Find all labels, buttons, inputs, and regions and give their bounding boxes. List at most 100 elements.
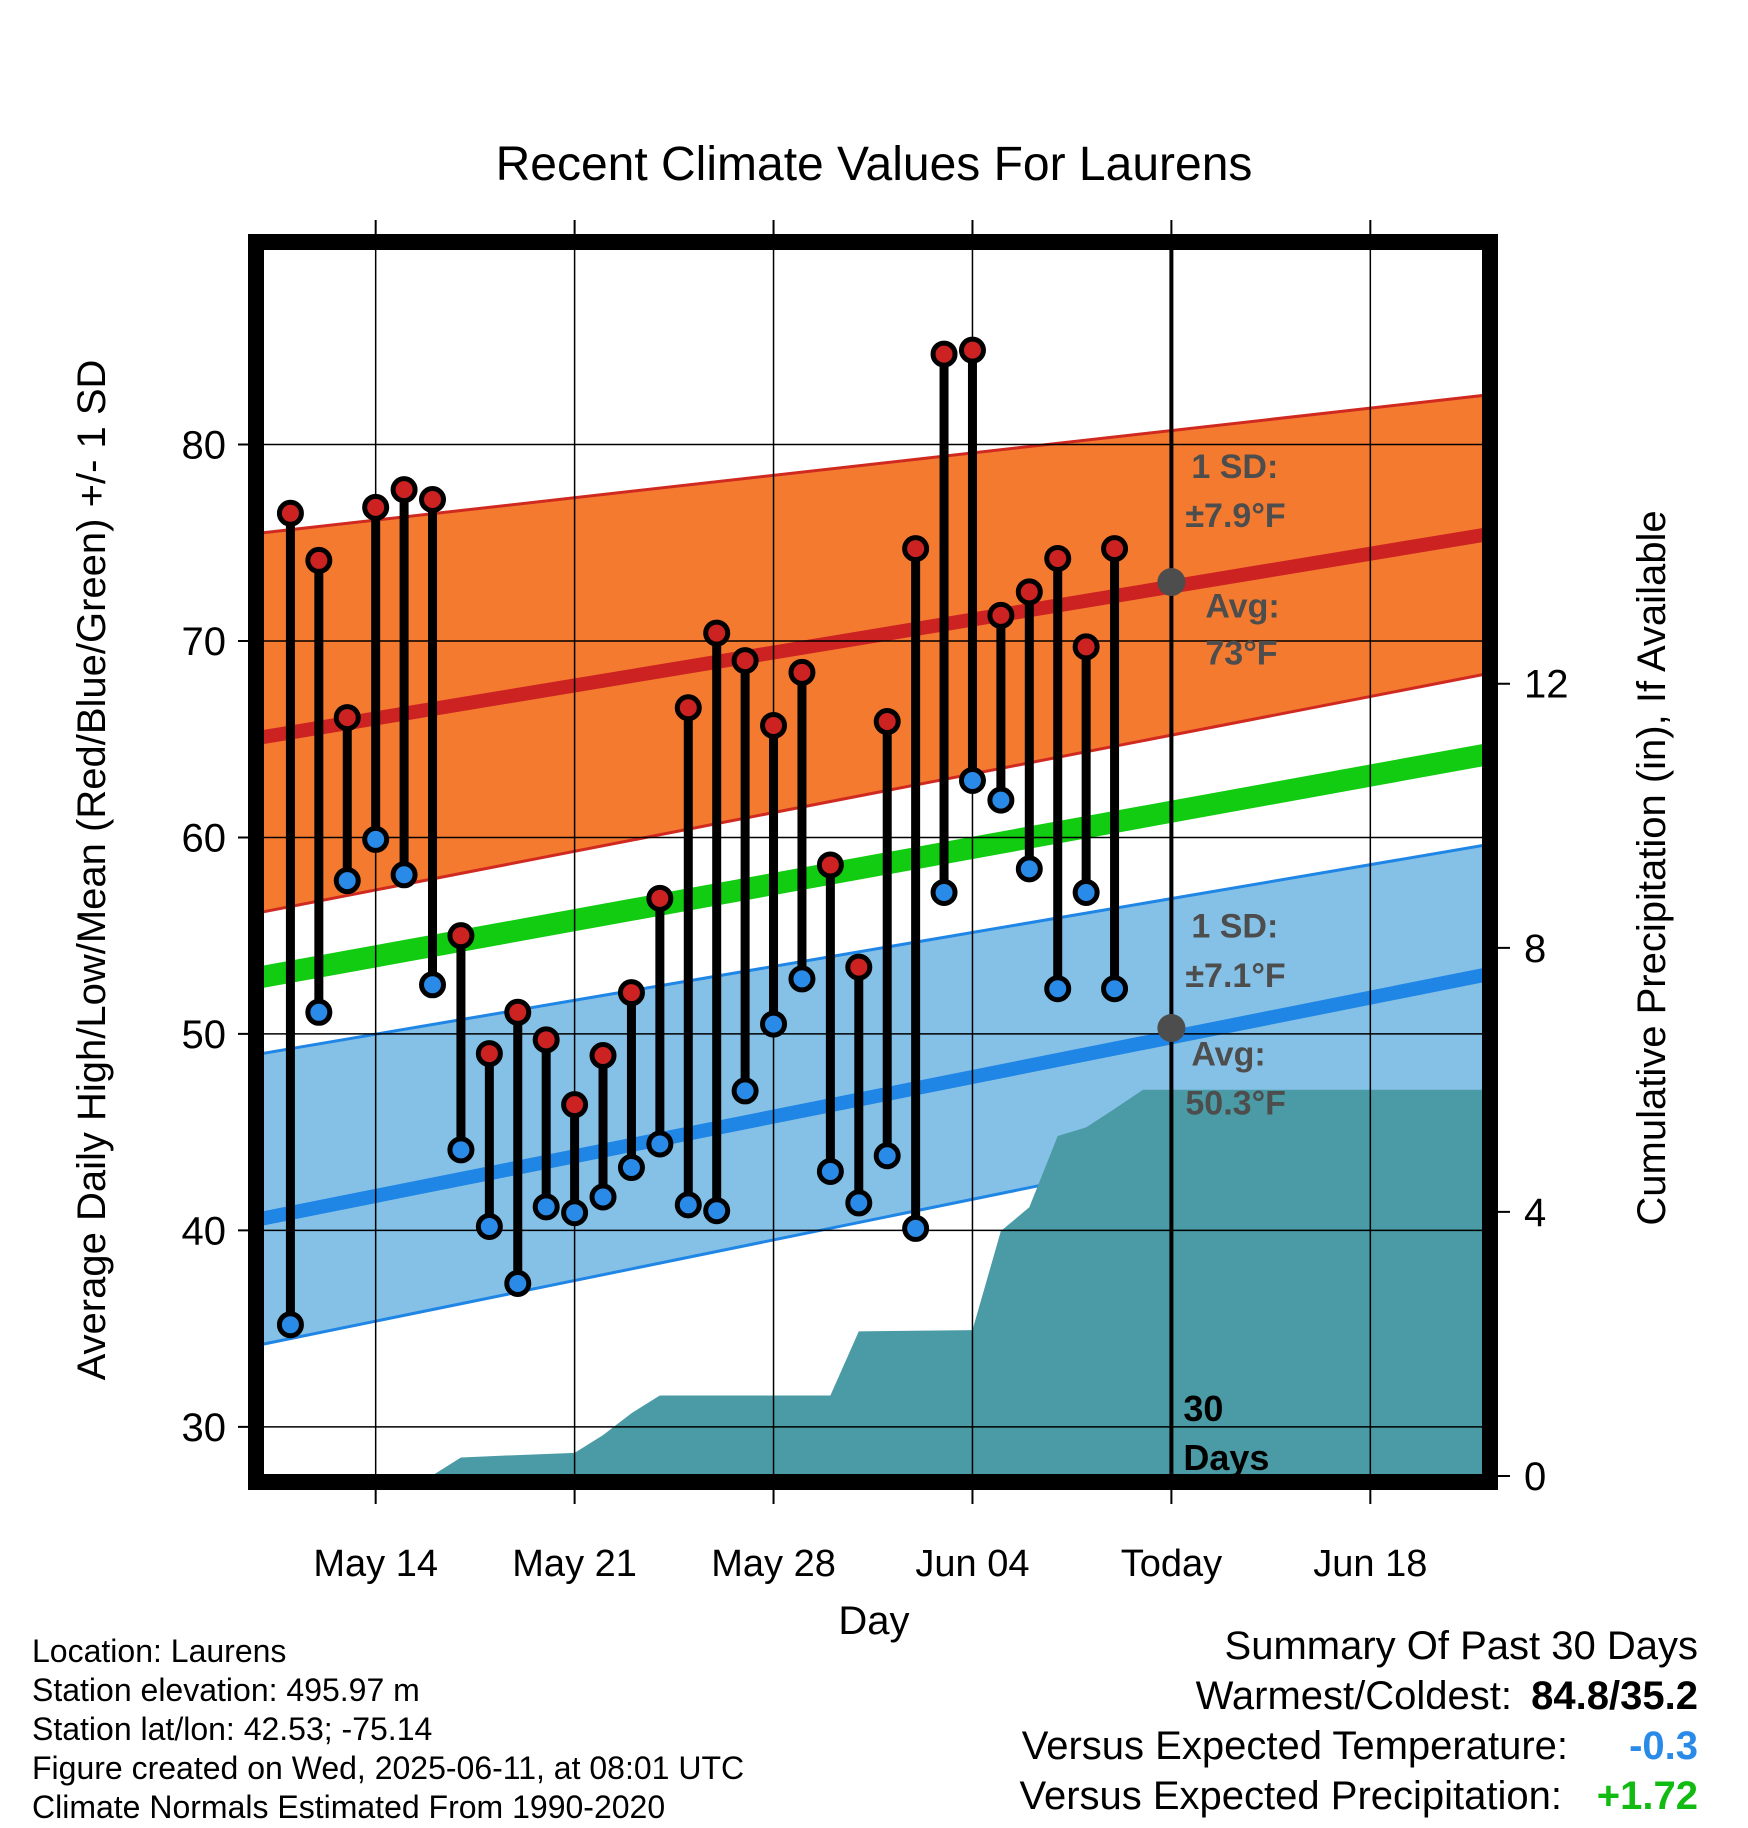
high-point: [561, 1091, 589, 1119]
low-point: [362, 825, 390, 853]
high-point: [617, 979, 645, 1007]
high-sd-band: [260, 393, 1486, 914]
y-tick-label: 40: [182, 1209, 227, 1253]
low-point: [987, 786, 1015, 814]
low-sd-label: 1 SD:: [1191, 908, 1278, 946]
high-point: [788, 658, 816, 686]
summary-warm-cold-value: 84.8/35.2: [1531, 1674, 1698, 1718]
y-tick-label: 50: [182, 1013, 227, 1057]
low-point: [873, 1142, 901, 1170]
low-point: [674, 1191, 702, 1219]
y2-axis-label: Cumulative Precipitation (in), If Availa…: [1630, 510, 1674, 1225]
high-point: [987, 601, 1015, 629]
high-point: [532, 1026, 560, 1054]
summary-title: Summary Of Past 30 Days: [1224, 1624, 1698, 1668]
summary-temp-value: -0.3: [1629, 1724, 1698, 1768]
low-point: [703, 1197, 731, 1225]
y2-tick-label: 8: [1524, 927, 1546, 971]
footer-info: Location: Laurens Station elevation: 495…: [32, 1632, 744, 1827]
high-point: [589, 1042, 617, 1070]
low-point: [305, 998, 333, 1026]
high-point: [760, 711, 788, 739]
low-point: [1044, 975, 1072, 1003]
low-point: [561, 1199, 589, 1227]
low-point: [1101, 975, 1129, 1003]
high-point: [362, 493, 390, 521]
low-avg-value: 50.3°F: [1185, 1084, 1286, 1122]
high-point: [646, 884, 674, 912]
high-point: [1015, 578, 1043, 606]
low-point: [532, 1193, 560, 1221]
footer-latlon: Station lat/lon: 42.53; -75.14: [32, 1711, 433, 1747]
x-tick-label: Jun 18: [1313, 1543, 1427, 1585]
summary-precip-label: Versus Expected Precipitation:: [1019, 1774, 1562, 1818]
low-point: [902, 1214, 930, 1242]
summary-precip-value: +1.72: [1596, 1774, 1698, 1818]
high-point: [958, 336, 986, 364]
x-tick-label: May 21: [512, 1543, 637, 1585]
period-label-unit: Days: [1183, 1437, 1269, 1478]
high-point: [1072, 633, 1100, 661]
high-point: [674, 694, 702, 722]
low-point: [1015, 855, 1043, 883]
period-label-number: 30: [1183, 1388, 1223, 1429]
high-avg-marker: [1157, 568, 1186, 597]
low-point: [504, 1269, 532, 1297]
low-avg-label: Avg:: [1191, 1035, 1265, 1073]
high-point: [816, 851, 844, 879]
y2-tick-label: 4: [1524, 1191, 1546, 1235]
low-point: [760, 1010, 788, 1038]
high-point: [305, 546, 333, 574]
low-point: [390, 861, 418, 889]
high-sd-label: 1 SD:: [1191, 448, 1278, 486]
low-point: [731, 1077, 759, 1105]
high-point: [504, 998, 532, 1026]
y-tick-label: 30: [182, 1406, 227, 1450]
summary-temp-label: Versus Expected Temperature:: [1021, 1724, 1568, 1768]
footer-elevation: Station elevation: 495.97 m: [32, 1672, 420, 1708]
low-normal-line: [260, 968, 1486, 1226]
high-normal-line: [260, 527, 1486, 745]
footer-location: Location: Laurens: [32, 1633, 287, 1669]
high-point: [1044, 544, 1072, 572]
precip-area: [262, 1089, 1484, 1476]
chart-title: Recent Climate Values For Laurens: [496, 138, 1253, 191]
low-point: [617, 1154, 645, 1182]
low-point: [845, 1189, 873, 1217]
high-point: [419, 485, 447, 513]
high-point: [902, 535, 930, 563]
low-point: [475, 1212, 503, 1240]
low-point: [1072, 878, 1100, 906]
low-point: [333, 867, 361, 895]
x-tick-label: May 28: [711, 1543, 836, 1585]
summary-warm-cold-label: Warmest/Coldest:: [1195, 1674, 1512, 1718]
high-point: [731, 647, 759, 675]
high-point: [845, 953, 873, 981]
y-tick-label: 70: [182, 620, 227, 664]
y2-tick-label: 12: [1524, 663, 1569, 707]
high-point: [930, 340, 958, 368]
low-point: [646, 1130, 674, 1158]
y-tick-label: 60: [182, 816, 227, 860]
y-axis-label: Average Daily High/Low/Mean (Red/Blue/Gr…: [70, 360, 114, 1381]
low-sd-value: ±7.1°F: [1185, 957, 1285, 995]
high-point: [276, 499, 304, 527]
high-point: [475, 1040, 503, 1068]
high-point: [447, 922, 475, 950]
high-avg-value: 73°F: [1205, 635, 1277, 673]
low-avg-marker: [1157, 1014, 1186, 1043]
high-avg-label: Avg:: [1205, 587, 1279, 625]
low-point: [419, 971, 447, 999]
high-point: [390, 476, 418, 504]
low-point: [589, 1183, 617, 1211]
plot-frame: [248, 234, 1498, 1490]
high-point: [333, 704, 361, 732]
low-point: [276, 1311, 304, 1339]
footer-created: Figure created on Wed, 2025-06-11, at 08…: [32, 1750, 745, 1786]
low-point: [788, 965, 816, 993]
high-point: [873, 708, 901, 736]
high-point: [703, 619, 731, 647]
low-point: [958, 766, 986, 794]
x-tick-label: Today: [1121, 1543, 1222, 1585]
